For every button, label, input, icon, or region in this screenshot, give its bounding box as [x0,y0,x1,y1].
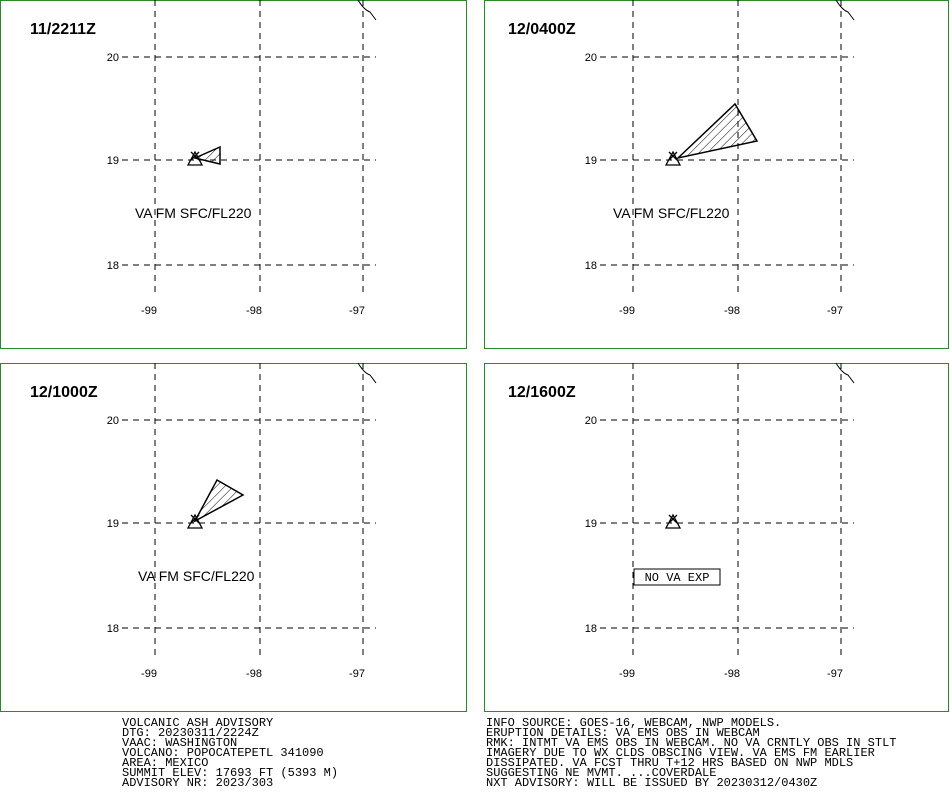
panel-frame [0,363,467,712]
lat-tick-label: 20 [585,52,597,64]
advisory-line: SUMMIT ELEV: 17693 FT (5393 M) [122,766,338,780]
lon-tick-label: -97 [349,668,365,680]
advisory-line: VOLCANO: POPOCATEPETL 341090 [122,746,324,760]
lon-tick-label: -98 [246,668,262,680]
ash-area [193,478,245,523]
advisory-line: ADVISORY NR: 2023/303 [122,776,273,790]
lat-tick-label: 20 [585,415,597,427]
lon-tick-label: -98 [724,668,740,680]
panel-label: VA FM SFC/FL220 [613,205,730,221]
advisory-line: IMAGERY DUE TO WX CLDS OBSCING VIEW. VA … [486,746,875,760]
map-panel: 20 19 18 -99 -98 -97 12/1600Z NO VA EXP [508,362,855,680]
advisory-line: INFO SOURCE: GOES-16, WEBCAM, NWP MODELS… [486,716,781,730]
ash-area [192,145,221,165]
advisory-line: VAAC: WASHINGTON [122,736,237,750]
map-panel: 20 19 18 -99 -98 -97 11/2211Z VA FM SFC/FL220 [30,0,377,317]
volcano-symbol [664,513,682,529]
coastline [835,0,855,21]
lon-tick-label: -97 [827,668,843,680]
panel-frame [484,0,949,349]
advisory-line: SUGGESTING NE MVMT. ...COVERDALE [486,766,716,780]
lat-tick-label: 19 [107,155,119,167]
panel-label: VA FM SFC/FL220 [135,205,252,221]
lon-tick-label: -98 [724,305,740,317]
panel-title: 12/0400Z [508,21,576,38]
coastline [357,362,377,384]
lat-tick-label: 19 [585,155,597,167]
lat-tick-label: 18 [107,260,119,272]
advisory-line: DTG: 20230311/2224Z [122,726,259,740]
lon-tick-label: -99 [619,668,635,680]
panel-title: 12/1600Z [508,384,576,401]
lat-tick-label: 19 [107,518,119,530]
volcano-symbol [664,150,682,166]
lon-tick-label: -98 [246,305,262,317]
advisory-line: AREA: MEXICO [122,756,208,770]
advisory-line: NXT ADVISORY: WILL BE ISSUED BY 20230312… [486,776,817,790]
map-panel: 20 19 18 -99 -98 -97 12/1000Z VA FM SFC/FL220 [30,362,377,680]
lat-tick-label: 18 [585,623,597,635]
lat-tick-label: 20 [107,415,119,427]
lat-tick-label: 20 [107,52,119,64]
panel-label: NO VA EXP [645,571,710,585]
ash-area [675,102,759,160]
lat-tick-label: 18 [107,623,119,635]
panel-title: 12/1000Z [30,384,98,401]
advisory-line: VOLCANIC ASH ADVISORY [122,716,273,730]
lon-tick-label: -99 [619,305,635,317]
advisory-line: DISSIPATED. VA FCST THRU T+12 HRS BASED … [486,756,853,770]
volcano-symbol [186,150,204,166]
panel-frame [0,0,467,349]
lat-tick-label: 18 [585,260,597,272]
coastline [835,362,855,384]
panel-label: VA FM SFC/FL220 [138,568,255,584]
panel-title: 11/2211Z [30,21,96,38]
coastline [357,0,377,21]
lon-tick-label: -97 [349,305,365,317]
label-box [633,568,721,586]
lon-tick-label: -99 [141,305,157,317]
advisory-line: RMK: INTMT VA EMS OBS IN WEBCAM. NO VA C… [486,736,896,750]
map-panel: 20 19 18 -99 -98 -97 12/0400Z VA FM SFC/FL220 [508,0,855,317]
volcano-symbol [186,513,204,529]
lon-tick-label: -99 [141,668,157,680]
advisory-line: ERUPTION DETAILS: VA EMS OBS IN WEBCAM [486,726,760,740]
lat-tick-label: 19 [585,518,597,530]
lon-tick-label: -97 [827,305,843,317]
panel-frame [484,363,949,712]
